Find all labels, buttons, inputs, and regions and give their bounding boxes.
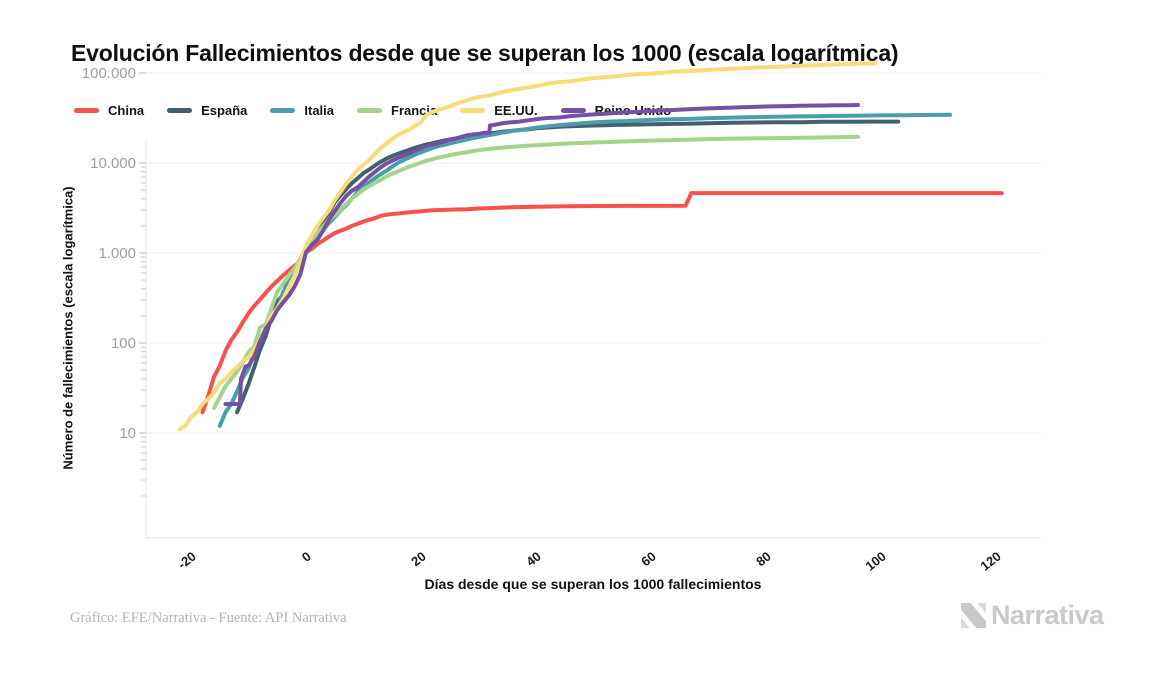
y-tick-label: 10 — [119, 425, 136, 442]
series-line-italia — [217, 112, 952, 428]
narrativa-logo: Narrativa — [961, 600, 1104, 631]
legend-swatch-italia — [270, 107, 296, 114]
series-line-francia — [212, 134, 860, 410]
legend-label-china: China — [108, 103, 145, 118]
x-tick-label: 40 — [523, 549, 544, 570]
legend-item-china: China — [74, 103, 144, 118]
legend-label-italia: Italia — [304, 103, 334, 118]
page-title: Evolución Fallecimientos desde que se su… — [71, 40, 899, 66]
legend-swatch-reino-unido — [560, 107, 586, 114]
legend-label-espana: España — [201, 103, 248, 118]
x-tick-label: 100 — [863, 549, 889, 574]
narrativa-logo-text: Narrativa — [991, 600, 1104, 630]
chart-credit: Gráfico: EFE/Narrativa - Fuente: API Nar… — [70, 610, 347, 626]
x-tick-label: 60 — [638, 549, 659, 570]
legend-swatch-francia — [357, 107, 382, 114]
legend-item-espana: España — [167, 103, 247, 118]
series-line-espana — [235, 119, 901, 415]
legend-label-eeuu: EE.UU. — [494, 103, 538, 118]
x-tick-label: 120 — [978, 549, 1004, 574]
series-line-china — [200, 191, 1004, 415]
x-tick-label: 0 — [299, 549, 314, 565]
legend-swatch-china — [74, 107, 99, 114]
x-tick-label: 20 — [408, 549, 429, 570]
y-tick-label: 1.000 — [98, 245, 136, 262]
y-axis-title: Número de fallecimientos (escala logarít… — [60, 186, 76, 470]
series-line-reino-unido — [223, 103, 860, 406]
legend-swatch-espana — [167, 107, 193, 114]
y-tick-label: 100.000 — [82, 65, 136, 82]
y-tick-label: 10.000 — [90, 155, 136, 172]
legend-item-italia: Italia — [270, 103, 334, 118]
narrativa-n-icon — [961, 603, 986, 628]
y-tick-label: 100 — [111, 335, 136, 352]
legend-item-eeuu: EE.UU. — [460, 103, 538, 118]
legend-swatch-eeuu — [460, 107, 486, 114]
x-tick-label: -20 — [175, 549, 199, 572]
x-axis-title: Días desde que se superan los 1000 falle… — [424, 576, 762, 592]
x-tick-label: 80 — [753, 549, 774, 570]
